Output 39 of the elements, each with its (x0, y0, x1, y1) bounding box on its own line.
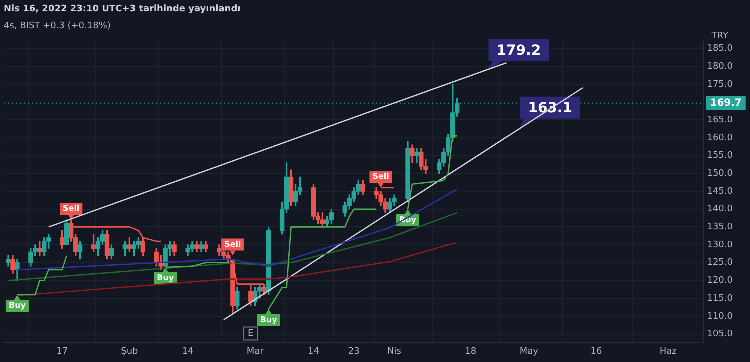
annotation: 179.2 (496, 43, 542, 60)
annotation: Buy (157, 274, 175, 283)
ref-line-label: 169.7 (710, 98, 742, 109)
y-tick-label: 175.0 (707, 80, 734, 90)
annotation: Buy (260, 315, 278, 324)
x-tick-label: 18 (465, 346, 477, 357)
x-tick-label: May (520, 346, 540, 357)
annotation: Sell (224, 240, 242, 249)
x-tick-label: 23 (348, 346, 360, 357)
annotation: Sell (62, 204, 80, 214)
x-tick-label: 16 (590, 346, 603, 357)
y-tick-label: 150.0 (707, 169, 734, 180)
y-tick-label: 110.0 (707, 312, 734, 322)
y-tick-label: 125.0 (707, 258, 734, 268)
x-tick-label: 14 (182, 346, 194, 357)
y-tick-label: 165.0 (707, 115, 734, 126)
y-tick-label: 155.0 (707, 151, 734, 162)
x-tick-label: Mar (246, 346, 264, 357)
x-tick-label: 14 (308, 346, 320, 357)
y-tick-label: 185.0 (707, 44, 734, 54)
y-tick-label: 160.0 (707, 133, 734, 144)
y-tick-label: 115.0 (707, 294, 734, 304)
annotation: Buy (8, 301, 27, 310)
y-tick-label: 120.0 (707, 276, 734, 286)
x-tick-label: 17 (56, 346, 68, 357)
annotation: E (248, 329, 254, 340)
chart-subtitle: 4s, BIST +0.3 (+0.18%) (4, 22, 111, 32)
y-tick-label: 130.0 (707, 240, 734, 250)
y-tick-label: 135.0 (707, 222, 734, 233)
y-tick-label: 140.0 (707, 204, 734, 215)
x-tick-label: Haz (660, 346, 678, 357)
annotation: Sell (372, 172, 390, 182)
y-tick-label: 105.0 (707, 330, 734, 340)
x-tick-label: Nis (388, 346, 402, 357)
y-axis-title: TRY (710, 31, 729, 42)
y-tick-label: 145.0 (707, 186, 734, 197)
chart-title: Nis 16, 2022 23:10 UTC+3 tarihinde yayınlandı (4, 4, 241, 15)
y-tick-label: 180.0 (707, 62, 734, 72)
x-tick-label: Şub (121, 346, 139, 357)
